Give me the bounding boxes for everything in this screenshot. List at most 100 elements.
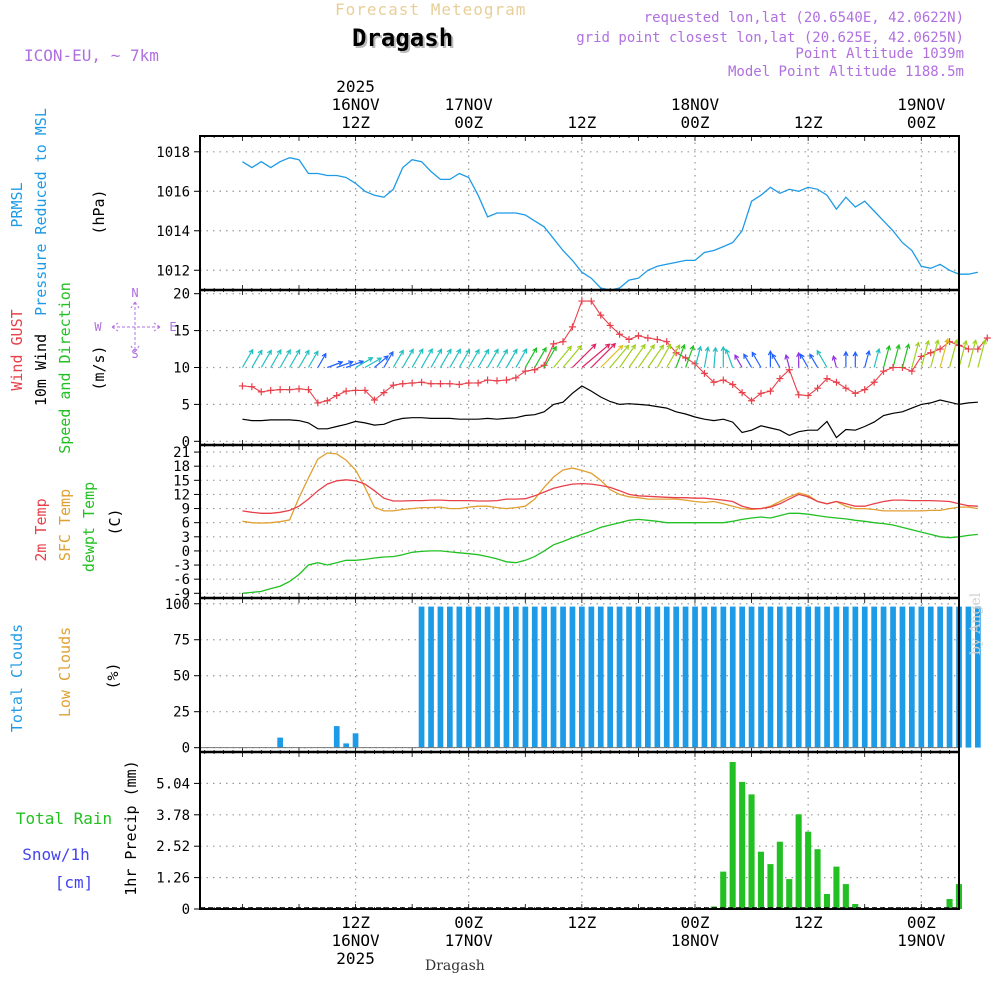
- gust-point: [880, 367, 888, 375]
- gust-point: [418, 378, 426, 386]
- wind-arrow: [430, 348, 443, 368]
- wind-arrow: [647, 344, 665, 368]
- total-cloud-bar: [748, 606, 755, 748]
- total-cloud-bar: [465, 606, 472, 748]
- ytick-label: 15: [173, 473, 190, 489]
- wind-arrow: [666, 344, 681, 368]
- wind-arrow: [831, 355, 837, 368]
- total-cloud-bar: [711, 606, 717, 748]
- gust-point: [663, 338, 671, 346]
- wind-arrow: [468, 348, 480, 368]
- gust-point: [908, 367, 916, 375]
- ytick-label: -3: [173, 558, 190, 574]
- plot-frame: [199, 135, 960, 910]
- wind-arrow: [751, 351, 762, 368]
- wind-arrow: [843, 350, 849, 368]
- total-cloud-bar: [475, 606, 481, 748]
- wind-arrow: [958, 339, 968, 368]
- total-cloud-bar: [560, 606, 566, 748]
- total-cloud-bar: [626, 606, 632, 748]
- ytick-label: 5: [182, 397, 190, 413]
- wind-arrow: [852, 351, 858, 368]
- gust-point: [474, 379, 482, 387]
- wind-arrow: [628, 343, 646, 368]
- wind-arrow: [901, 343, 911, 368]
- wind-arrow: [345, 360, 365, 369]
- compass-n: N: [131, 286, 138, 300]
- gust-point: [568, 323, 576, 331]
- wind-arrow: [675, 343, 686, 368]
- point-altitude: Point Altitude 1039m: [795, 46, 964, 62]
- total-cloud-bar: [654, 606, 661, 748]
- wind-arrow: [317, 352, 327, 368]
- total-cloud-bar: [550, 606, 557, 748]
- top-time-label: 2025: [336, 77, 375, 96]
- total-cloud-bar: [777, 606, 783, 748]
- ytick-label: 21: [173, 445, 190, 461]
- gust-point: [286, 386, 294, 394]
- total-cloud-bar: [663, 606, 670, 748]
- total-cloud-bar: [758, 606, 764, 748]
- ytick-label: 12: [173, 487, 190, 503]
- station-title: Dragash: [352, 24, 454, 52]
- gust-point: [314, 399, 322, 407]
- wind-arrow: [892, 343, 901, 368]
- wind-arrow: [336, 360, 354, 369]
- total-cloud-bar: [833, 606, 840, 748]
- wind-arrow: [562, 344, 583, 368]
- wind-arrow: [930, 339, 940, 368]
- total-cloud-bar: [447, 606, 453, 748]
- gust-point: [342, 387, 350, 395]
- wind-arrow: [600, 344, 624, 368]
- ytick-label: 75: [173, 633, 190, 649]
- ytick-label: 15: [173, 324, 190, 340]
- gust-point: [710, 378, 718, 386]
- total-cloud-bar: [824, 606, 830, 748]
- total-cloud-bar: [437, 606, 444, 748]
- wind-arrow: [784, 353, 790, 368]
- wind-arrow: [949, 338, 959, 368]
- total-cloud-bar: [522, 606, 529, 748]
- wind-arrow: [458, 348, 471, 368]
- gust-point: [267, 386, 275, 394]
- gust-line: [242, 300, 988, 404]
- gust-point: [455, 380, 463, 388]
- ytick-label: 5.04: [156, 776, 190, 792]
- gust-point: [738, 389, 746, 397]
- compass-s: S: [131, 347, 138, 361]
- gust-point: [550, 340, 558, 348]
- label-total-clouds: Total Clouds: [8, 624, 26, 732]
- gust-point: [370, 396, 378, 404]
- gust-point: [597, 311, 605, 319]
- total-cloud-bar: [871, 606, 877, 748]
- gust-point: [502, 376, 510, 384]
- wind-arrow: [743, 353, 753, 368]
- gust-point: [729, 380, 737, 388]
- bottom-time-label: 12Z: [567, 913, 596, 932]
- total-cloud-bar: [635, 606, 642, 748]
- bottom-time-label: 00Z: [907, 913, 936, 932]
- total-cloud-bar: [418, 606, 425, 748]
- ytick-label: 20: [173, 287, 190, 303]
- watermark: by Angel: [968, 592, 984, 655]
- gust-point: [682, 354, 690, 362]
- gust-point: [389, 381, 397, 389]
- gust-point: [276, 386, 284, 394]
- gust-point: [380, 389, 388, 397]
- total-cloud-bar: [579, 606, 585, 748]
- wind-arrow: [816, 349, 828, 368]
- gust-point: [625, 335, 633, 343]
- gust-point: [832, 378, 840, 386]
- bottom-time-label: 12Z: [341, 913, 370, 932]
- gust-point: [804, 392, 812, 400]
- top-time-label: 18NOV: [671, 95, 720, 114]
- wind-arrow: [524, 347, 538, 368]
- model-label: ICON-EU, ~ 7km: [24, 46, 159, 65]
- wind-arrow: [270, 348, 282, 368]
- gust-point: [719, 376, 727, 384]
- total-cloud-bar: [569, 606, 576, 748]
- total-cloud-bar: [428, 606, 434, 748]
- total-cloud-bar: [494, 606, 500, 748]
- bottom-time-label: 19NOV: [897, 931, 946, 950]
- total-cloud-bar: [729, 606, 736, 748]
